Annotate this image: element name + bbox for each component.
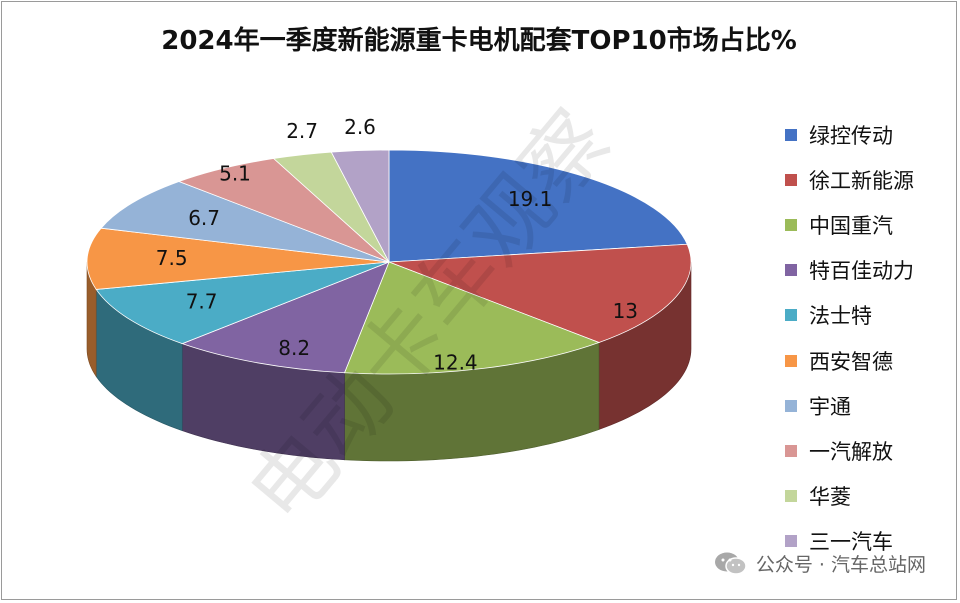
data-label-3: 12.4 [433,350,478,374]
data-label-5: 7.7 [186,289,218,313]
data-label-9: 2.7 [286,119,318,143]
pie-slice-7 [100,181,390,263]
legend-swatch [785,218,797,231]
legend-item-8: 一汽解放 [785,428,955,473]
legend-swatch [785,535,797,548]
legend-swatch [785,490,797,503]
legend-item-2: 徐工新能源 [785,157,955,202]
legend-item-6: 西安智德 [785,338,955,383]
legend-item-10: 三一汽车 [785,519,955,564]
data-label-1: 19.1 [508,187,553,211]
legend: 绿控传动徐工新能源中国重汽特百佳动力法士特西安智德宇通一汽解放华菱三一汽车 [785,112,955,564]
legend-swatch [785,354,797,367]
footer-text: 公众号 · 汽车总站网 [755,554,926,576]
pie-tops [86,149,692,375]
legend-label: 宇通 [809,394,851,419]
pie-labels: 19.1 13 12.4 8.2 7.7 7.56.7 5.1 2.7 2.6 [156,115,638,374]
data-label-7: 6.7 [188,206,220,230]
data-label-10: 2.6 [344,115,376,139]
legend-label: 中国重汽 [809,213,893,238]
pie-slice-3 [343,261,601,375]
data-label-4: 8.2 [278,336,310,360]
legend-swatch [785,128,797,141]
legend-item-4: 特百佳动力 [785,248,955,293]
chart-title: 2024年一季度新能源重卡电机配套TOP10市场占比% [161,26,797,56]
legend-label: 华菱 [809,485,851,510]
legend-swatch [785,173,797,186]
data-label-8: 5.1 [219,161,251,185]
legend-item-3: 中国重汽 [785,202,955,247]
legend-item-7: 宇通 [785,383,955,428]
pie-slice-10 [330,149,390,263]
footer-source: 公众号 · 汽车总站网 [714,550,926,577]
pie-sides [86,261,692,462]
pie-slice-5 [95,261,390,345]
data-label-2: 13 [613,299,638,323]
wechat-icon [714,552,747,575]
legend-swatch [785,264,797,277]
legend-label: 绿控传动 [809,123,893,148]
legend-swatch [785,444,797,457]
legend-item-5: 法士特 [785,293,955,338]
pie-slice-6 [86,227,390,290]
legend-label: 西安智德 [809,349,893,374]
legend-item-1: 绿控传动 [785,112,955,157]
legend-swatch [785,309,797,322]
legend-item-9: 华菱 [785,474,955,519]
pie-slice-1 [388,149,688,263]
pie-slice-4 [181,261,390,374]
legend-swatch [785,399,797,412]
pie-slice-2 [388,243,692,343]
legend-label: 特百佳动力 [809,259,914,284]
legend-label: 徐工新能源 [809,168,914,193]
legend-label: 法士特 [809,304,872,329]
data-label-6: 7.5 [156,246,188,270]
legend-label: 三一汽车 [809,530,893,555]
legend-label: 一汽解放 [809,439,893,464]
